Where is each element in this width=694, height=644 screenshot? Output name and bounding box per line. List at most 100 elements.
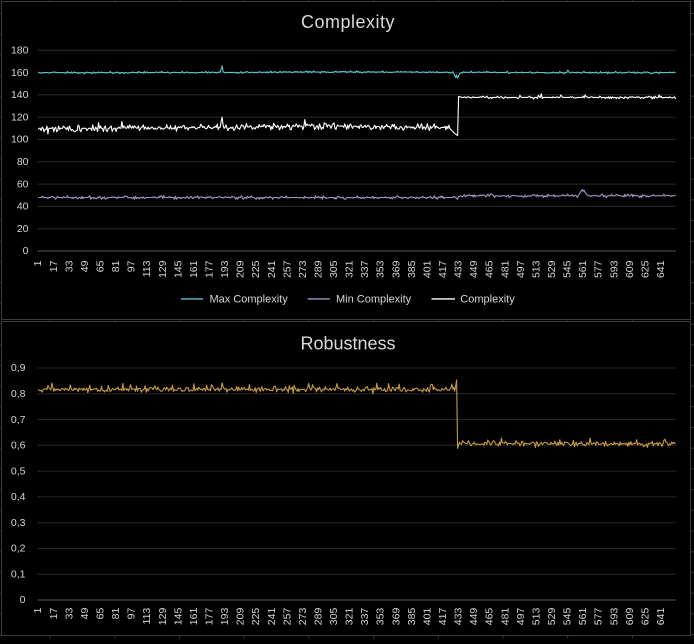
svg-text:0: 0 — [20, 594, 26, 606]
svg-text:65: 65 — [95, 260, 107, 272]
svg-text:129: 129 — [157, 260, 169, 278]
svg-text:145: 145 — [172, 260, 184, 278]
svg-text:0,1: 0,1 — [11, 568, 26, 580]
svg-text:641: 641 — [655, 608, 667, 626]
svg-text:529: 529 — [546, 608, 558, 626]
svg-text:20: 20 — [17, 223, 29, 235]
svg-text:417: 417 — [437, 608, 449, 626]
svg-text:449: 449 — [468, 608, 480, 626]
svg-text:49: 49 — [79, 260, 91, 272]
svg-text:0,9: 0,9 — [11, 362, 26, 374]
svg-text:417: 417 — [437, 260, 449, 278]
svg-text:625: 625 — [639, 260, 651, 278]
svg-text:225: 225 — [250, 608, 262, 626]
svg-text:0,6: 0,6 — [11, 440, 26, 452]
svg-text:241: 241 — [266, 260, 278, 278]
svg-text:33: 33 — [63, 608, 75, 620]
svg-text:0,7: 0,7 — [11, 414, 26, 426]
svg-text:161: 161 — [188, 608, 200, 626]
svg-text:Max Complexity: Max Complexity — [210, 294, 289, 306]
svg-text:113: 113 — [141, 260, 153, 277]
svg-text:209: 209 — [235, 260, 247, 278]
svg-text:225: 225 — [250, 260, 262, 278]
svg-text:81: 81 — [110, 608, 122, 620]
svg-text:161: 161 — [188, 260, 200, 278]
svg-text:561: 561 — [577, 608, 589, 626]
svg-text:81: 81 — [110, 260, 122, 272]
svg-text:385: 385 — [406, 608, 418, 626]
svg-text:305: 305 — [328, 260, 340, 278]
svg-text:180: 180 — [11, 45, 29, 57]
svg-text:321: 321 — [344, 260, 356, 278]
svg-text:1: 1 — [32, 260, 44, 266]
svg-text:321: 321 — [344, 608, 356, 626]
svg-text:561: 561 — [577, 260, 589, 278]
svg-text:80: 80 — [17, 156, 29, 168]
svg-text:385: 385 — [406, 260, 418, 278]
svg-text:433: 433 — [453, 608, 465, 626]
svg-text:433: 433 — [453, 260, 465, 278]
svg-text:577: 577 — [593, 608, 605, 626]
svg-text:60: 60 — [17, 178, 29, 190]
svg-text:140: 140 — [11, 89, 29, 101]
svg-text:369: 369 — [390, 608, 402, 626]
svg-text:481: 481 — [499, 260, 511, 278]
svg-text:97: 97 — [126, 608, 138, 620]
svg-text:401: 401 — [421, 260, 433, 278]
svg-text:593: 593 — [608, 260, 620, 278]
svg-text:401: 401 — [421, 608, 433, 626]
svg-text:209: 209 — [235, 608, 247, 626]
svg-text:273: 273 — [297, 608, 309, 626]
svg-text:0: 0 — [23, 245, 29, 257]
svg-text:369: 369 — [390, 260, 402, 278]
svg-text:337: 337 — [359, 608, 371, 626]
svg-text:Complexity: Complexity — [460, 294, 515, 306]
svg-text:177: 177 — [204, 260, 216, 278]
svg-text:113: 113 — [141, 608, 153, 625]
svg-text:0,8: 0,8 — [11, 388, 26, 400]
svg-text:289: 289 — [313, 260, 325, 278]
svg-text:0,4: 0,4 — [11, 491, 26, 503]
svg-text:545: 545 — [562, 260, 574, 278]
svg-text:100: 100 — [11, 134, 29, 146]
svg-text:609: 609 — [624, 608, 636, 626]
svg-text:Robustness: Robustness — [300, 334, 395, 354]
svg-text:160: 160 — [11, 67, 29, 79]
svg-text:0,3: 0,3 — [11, 517, 26, 529]
svg-text:33: 33 — [63, 260, 75, 272]
svg-text:625: 625 — [639, 608, 651, 626]
svg-text:353: 353 — [375, 260, 387, 278]
svg-text:120: 120 — [11, 111, 29, 123]
svg-text:49: 49 — [79, 608, 91, 620]
svg-text:129: 129 — [157, 608, 169, 626]
svg-text:497: 497 — [515, 608, 527, 626]
svg-text:65: 65 — [95, 608, 107, 620]
svg-text:40: 40 — [17, 201, 29, 213]
svg-text:Min Complexity: Min Complexity — [336, 294, 412, 306]
svg-text:497: 497 — [515, 260, 527, 278]
svg-text:337: 337 — [359, 260, 371, 278]
svg-text:545: 545 — [562, 608, 574, 626]
svg-text:465: 465 — [484, 260, 496, 278]
svg-text:193: 193 — [219, 260, 231, 278]
svg-text:145: 145 — [172, 608, 184, 626]
svg-text:513: 513 — [530, 260, 542, 278]
svg-text:609: 609 — [624, 260, 636, 278]
svg-text:17: 17 — [48, 260, 60, 272]
svg-text:1: 1 — [32, 608, 44, 614]
svg-text:241: 241 — [266, 608, 278, 626]
svg-text:305: 305 — [328, 608, 340, 626]
svg-text:577: 577 — [593, 260, 605, 278]
svg-text:97: 97 — [126, 260, 138, 272]
svg-text:529: 529 — [546, 260, 558, 278]
svg-text:465: 465 — [484, 608, 496, 626]
svg-text:257: 257 — [281, 260, 293, 278]
svg-text:641: 641 — [655, 260, 667, 278]
svg-text:0,2: 0,2 — [11, 543, 26, 555]
svg-text:449: 449 — [468, 260, 480, 278]
svg-text:481: 481 — [499, 608, 511, 626]
svg-text:0,5: 0,5 — [11, 465, 26, 477]
svg-text:273: 273 — [297, 260, 309, 278]
svg-text:593: 593 — [608, 608, 620, 626]
svg-text:257: 257 — [281, 608, 293, 626]
